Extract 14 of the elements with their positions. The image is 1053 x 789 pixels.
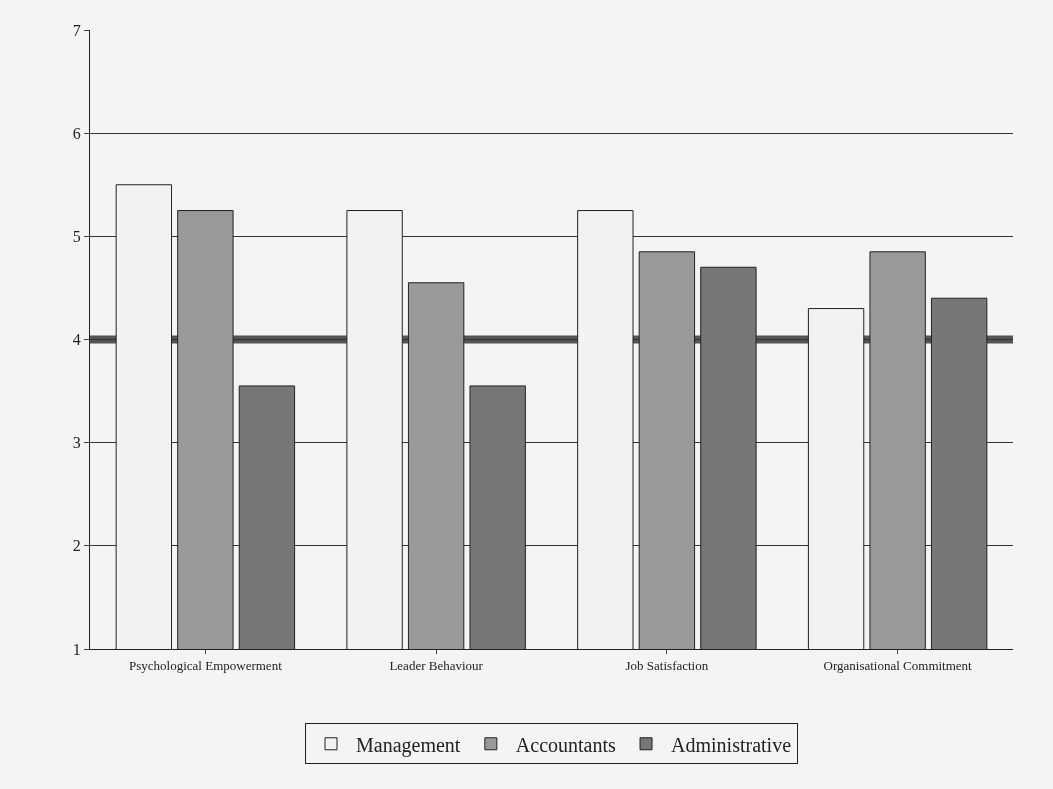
y-tick-label: 5: [72, 227, 81, 245]
y-tick-label: 3: [72, 434, 81, 452]
y-tick-label: 2: [72, 537, 81, 555]
y-tick-label: 6: [72, 124, 81, 142]
x-tick-label: Organisational Commitment: [823, 657, 973, 673]
y-tick-label: 1: [72, 640, 81, 658]
x-tick-label: Leader Behaviour: [389, 657, 484, 673]
x-tick-label: Psychological Empowerment: [129, 657, 283, 673]
x-tick-label: Job Satisfaction: [625, 657, 709, 673]
legend-label: Accountants: [515, 733, 617, 756]
y-tick-label: 4: [72, 331, 81, 349]
legend-label: Administrative: [671, 733, 792, 756]
y-tick-label: 7: [72, 21, 81, 39]
legend-label: Management: [356, 733, 461, 757]
